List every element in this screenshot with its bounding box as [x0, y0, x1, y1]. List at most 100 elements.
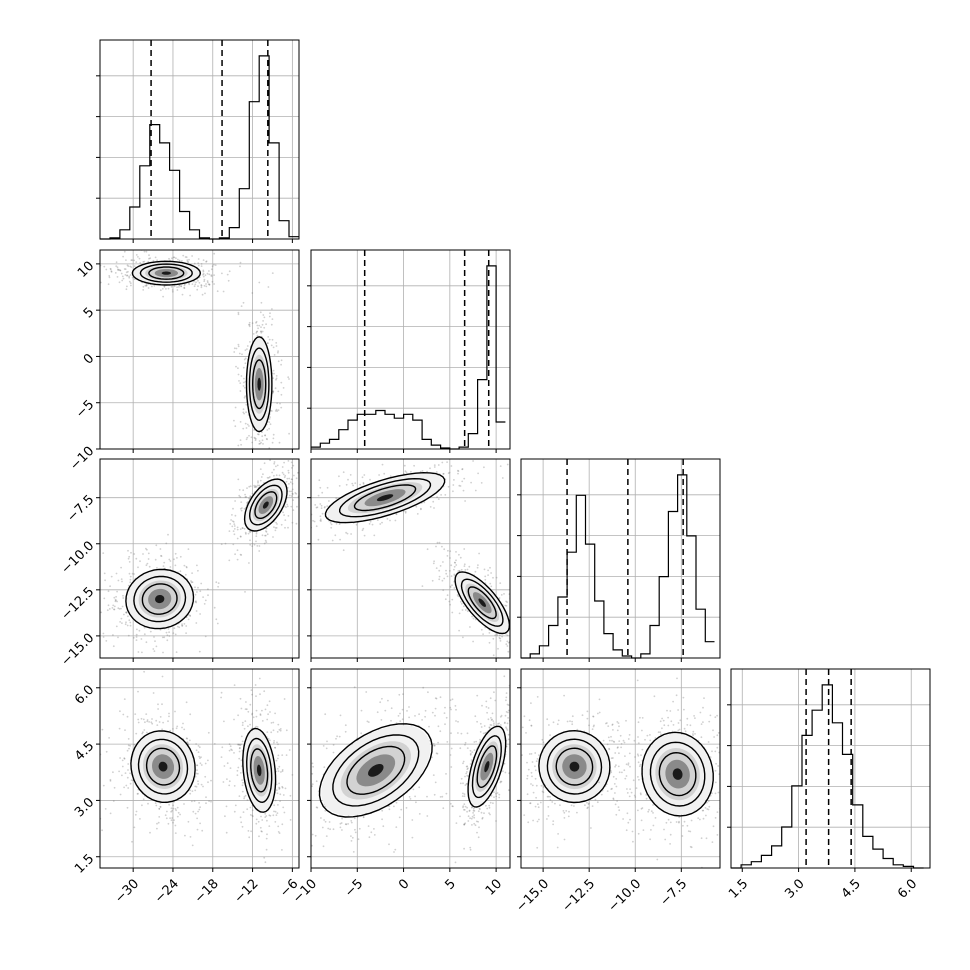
sample-point — [275, 342, 278, 344]
sample-point — [133, 826, 136, 829]
sample-point — [113, 596, 116, 599]
sample-point — [342, 549, 345, 552]
sample-point — [269, 739, 271, 742]
contour-line — [245, 336, 273, 433]
sample-point — [194, 283, 197, 286]
sample-point — [361, 476, 364, 479]
sample-point — [109, 267, 112, 270]
sample-point — [390, 707, 393, 710]
sample-point — [445, 572, 448, 575]
sample-point — [317, 538, 320, 541]
sample-point — [489, 566, 491, 569]
sample-point — [270, 323, 273, 326]
sample-point — [262, 443, 264, 445]
sample-point — [273, 740, 275, 742]
sample-point — [241, 527, 244, 529]
sample-point — [121, 275, 124, 278]
sample-point — [161, 728, 164, 731]
sample-point — [203, 837, 205, 839]
sample-point — [338, 485, 341, 487]
sample-point — [506, 722, 509, 725]
sample-point — [258, 457, 260, 459]
sample-point — [205, 283, 207, 285]
sample-point — [495, 795, 498, 798]
sample-point — [465, 783, 468, 785]
sample-point — [204, 274, 207, 277]
sample-point — [424, 715, 426, 718]
sample-point — [464, 822, 467, 825]
sample-point — [244, 496, 247, 498]
sample-point — [205, 802, 207, 805]
sample-point — [224, 542, 227, 545]
sample-point — [483, 725, 486, 727]
sample-point — [492, 720, 495, 722]
sample-point — [460, 602, 463, 605]
sample-point — [224, 815, 226, 818]
sample-point — [429, 467, 431, 470]
sample-point — [434, 781, 437, 784]
sample-point — [146, 720, 149, 723]
sample-point — [134, 813, 137, 816]
sample-point — [147, 260, 150, 263]
sample-point — [135, 732, 138, 735]
sample-point — [286, 503, 289, 506]
sample-point — [389, 519, 391, 522]
sample-point — [255, 485, 258, 488]
sample-point — [462, 762, 464, 765]
sample-point — [259, 714, 262, 716]
sample-point — [267, 286, 270, 288]
sample-point — [271, 410, 273, 412]
sample-point — [505, 711, 508, 713]
sample-point — [303, 462, 305, 464]
sample-point — [142, 261, 145, 263]
sample-point — [330, 523, 333, 526]
sample-point — [243, 727, 246, 730]
sample-point — [136, 628, 138, 631]
sample-point — [246, 423, 249, 426]
sample-point — [127, 769, 129, 771]
sample-point — [139, 262, 142, 264]
sample-point — [332, 744, 335, 746]
sample-point — [455, 551, 457, 553]
sample-point — [173, 558, 175, 561]
sample-point — [437, 498, 440, 500]
sample-point — [269, 814, 272, 817]
sample-point — [490, 794, 493, 797]
sample-point — [463, 548, 466, 550]
sample-point — [448, 471, 451, 474]
sample-point — [248, 836, 251, 839]
sample-point — [473, 816, 476, 819]
density-level — [155, 595, 165, 604]
sample-point — [179, 570, 182, 573]
sample-point — [133, 278, 136, 281]
sample-point — [498, 597, 501, 599]
sample-point — [266, 429, 269, 431]
sample-point — [109, 268, 112, 271]
sample-point — [395, 826, 398, 828]
sample-point — [297, 471, 299, 474]
sample-point — [431, 579, 434, 582]
sample-point — [637, 742, 640, 744]
sample-point — [493, 722, 495, 725]
sample-point — [263, 316, 266, 319]
contour-line — [248, 484, 283, 526]
sample-point — [124, 729, 126, 731]
sample-point — [464, 500, 466, 502]
sample-point — [466, 765, 469, 768]
sample-point — [206, 272, 209, 275]
sample-point — [261, 819, 264, 821]
sample-point — [505, 727, 508, 730]
sample-point — [247, 725, 249, 728]
sample-point — [238, 747, 241, 750]
sample-point — [451, 698, 454, 701]
sample-point — [143, 633, 146, 636]
sample-point — [512, 632, 514, 634]
sample-point — [153, 284, 156, 287]
sample-point — [240, 509, 243, 512]
sample-point — [246, 487, 248, 489]
sample-point — [97, 283, 99, 285]
sample-point — [95, 555, 97, 557]
sample-point — [426, 815, 429, 817]
sample-point — [234, 500, 237, 502]
sample-point — [339, 714, 342, 717]
